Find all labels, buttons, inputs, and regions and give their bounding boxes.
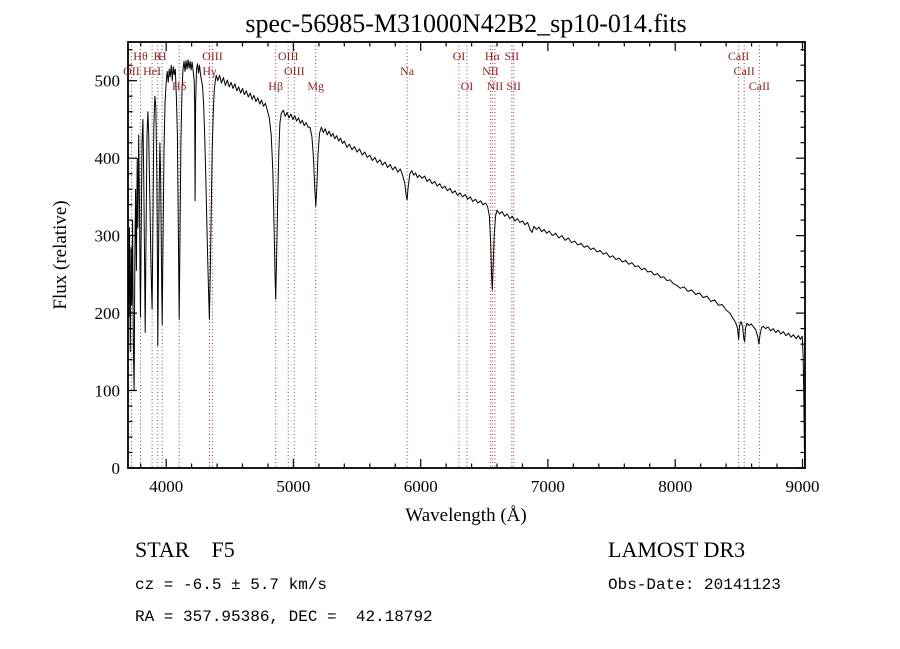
spectrum-line: [127, 59, 806, 462]
y-tick-label: 300: [95, 227, 121, 246]
spectral-line-label: OI: [461, 79, 474, 93]
spectral-line-label: CaII: [749, 79, 770, 93]
spectral-line-label: Na: [400, 64, 415, 78]
spectral-line-label: CaII: [734, 64, 755, 78]
y-tick-label: 0: [112, 459, 121, 478]
spectrum-trace: [127, 59, 806, 462]
x-tick-label: 4000: [149, 477, 183, 496]
object-class-text: STAR F5: [135, 537, 235, 562]
plot-title: spec-56985-M31000N42B2_sp10-014.fits: [245, 9, 686, 38]
spectral-line-label: K: [153, 49, 162, 63]
spectral-line-label: HeI: [143, 64, 161, 78]
spectral-line-label: Hδ: [172, 79, 187, 93]
spectral-line-label: OI: [453, 49, 466, 63]
ra-dec-text: RA = 357.95386, DEC = 42.18792: [135, 608, 433, 626]
x-tick-label: 9000: [786, 477, 820, 496]
x-tick-label: 8000: [658, 477, 692, 496]
spectral-line-label: Hα: [485, 49, 501, 63]
spectral-line-label: Hβ: [268, 79, 283, 93]
spectral-line-markers: [130, 42, 760, 468]
y-tick-label: 400: [95, 149, 121, 168]
spectral-line-label: OIII: [278, 49, 299, 63]
y-tick-label: 200: [95, 304, 121, 323]
x-tick-label: 6000: [404, 477, 438, 496]
y-axis-label: Flux (relative): [50, 200, 71, 309]
spectral-line-label: SII: [504, 49, 519, 63]
spectral-line-label: Hθ: [133, 49, 148, 63]
spectral-line-label: NII: [487, 79, 504, 93]
spectral-line-label: SII: [506, 79, 521, 93]
plot-frame: [127, 41, 806, 469]
spectral-line-label: OIII: [202, 49, 223, 63]
survey-name-text: LAMOST DR3: [608, 537, 745, 562]
spectral-line-label: NII: [482, 64, 499, 78]
plot-axes-frame: [127, 41, 806, 469]
obs-date-text: Obs-Date: 20141123: [608, 576, 781, 594]
x-tick-label: 5000: [276, 477, 310, 496]
axis-tick-labels: 4000 5000 6000 7000 8000 9000 0 100 200 300 400 500: [95, 72, 820, 496]
x-axis-label: Wavelength (Å): [405, 505, 526, 526]
x-tick-label: 7000: [531, 477, 565, 496]
spectral-line-label: Hγ: [202, 64, 217, 78]
y-tick-label: 500: [95, 72, 121, 91]
spectral-line-label: OII: [123, 64, 140, 78]
cz-velocity-text: cz = -6.5 ± 5.7 km/s: [135, 576, 327, 594]
y-tick-label: 100: [95, 382, 121, 401]
spectral-line-label: Mg: [307, 79, 324, 93]
spectral-line-label: OIII: [284, 64, 305, 78]
spectral-line-label: H: [158, 49, 167, 63]
spectral-line-label: CaII: [728, 49, 749, 63]
